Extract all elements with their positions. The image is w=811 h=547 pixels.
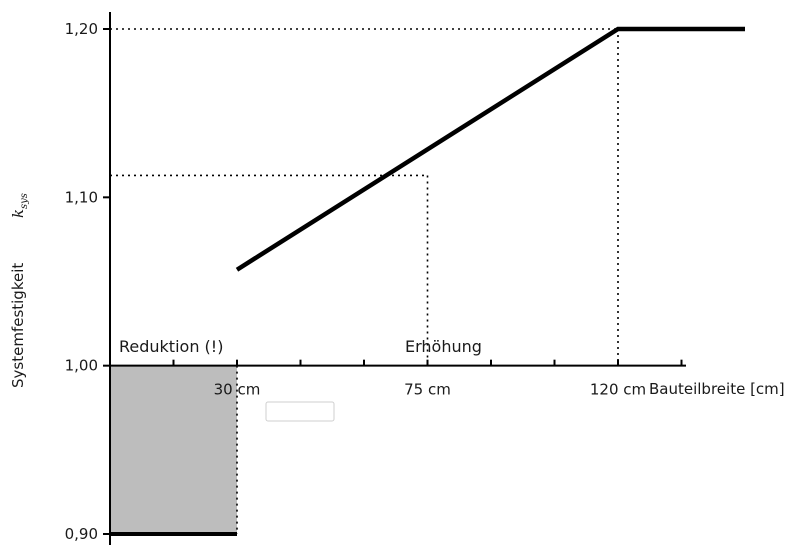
x-axis-title: Bauteilbreite [cm]: [649, 380, 785, 398]
y-tick-label: 0,90: [65, 525, 98, 543]
x-tick-label: 120 cm: [590, 381, 646, 399]
series-line: [235, 26, 745, 272]
x-ticks: 30 cm 75 cm 120 cm: [172, 359, 683, 399]
x-tick-label: 30 cm: [214, 381, 261, 399]
empty-input-box: [265, 401, 335, 422]
reduction-region: [110, 365, 237, 534]
y-tick-label: 1,20: [65, 20, 98, 38]
y-tick-label: 1,10: [65, 188, 98, 206]
svg-text:Systemfestigkeit: Systemfestigkeit: [9, 263, 27, 388]
reduction-label: Reduktion (!): [119, 337, 223, 356]
increase-label: Erhöhung: [405, 337, 482, 356]
y-tick-label: 1,00: [65, 357, 98, 375]
reference-lines: [110, 28, 619, 534]
y-axis-symbol: k: [9, 209, 27, 218]
y-axis-title: Systemfestigkeit k sys: [9, 193, 30, 388]
y-axis-symbol-sub: sys: [19, 193, 30, 209]
x-tick-label: 75 cm: [404, 381, 451, 399]
y-ticks: 0,90 1,00 1,10 1,20: [65, 20, 110, 543]
